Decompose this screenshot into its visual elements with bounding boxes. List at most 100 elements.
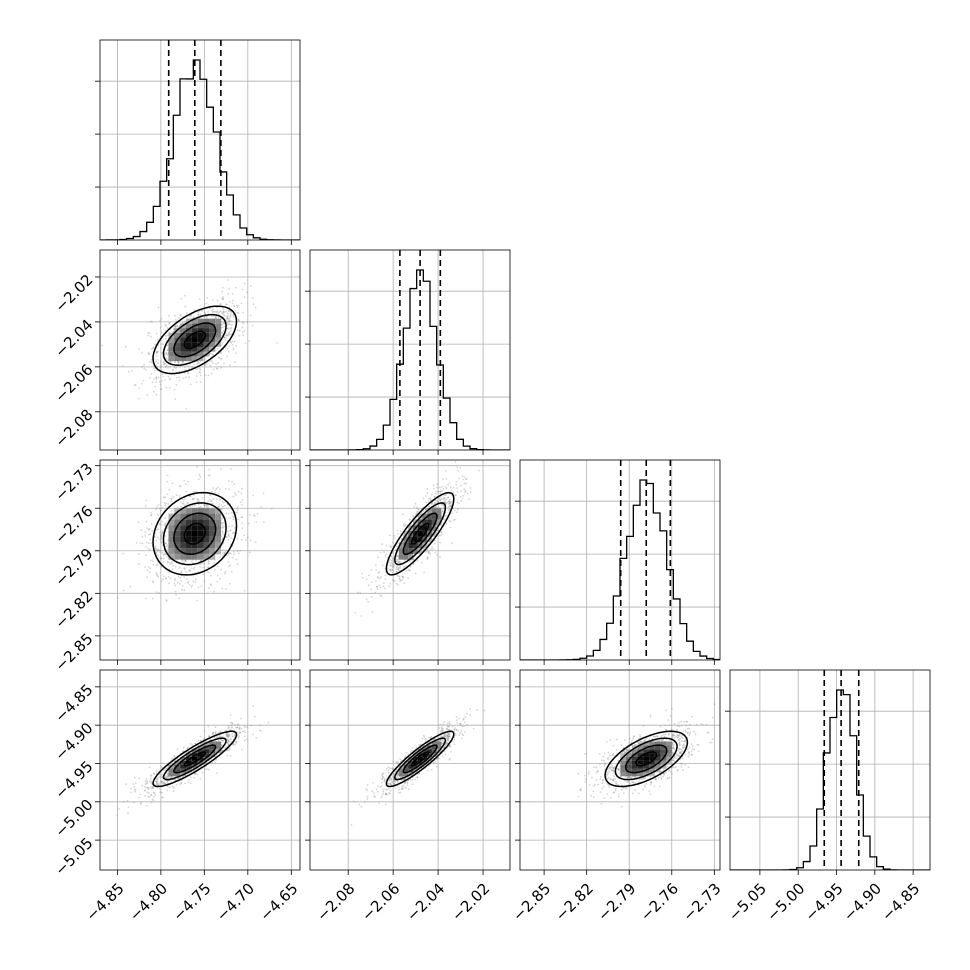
scatter-point [184,782,187,785]
scatter-point [194,581,197,583]
scatter-point [262,521,265,523]
scatter-point [219,730,222,732]
density-cell [403,542,409,549]
scatter-point [170,776,173,778]
scatter-point [382,585,385,588]
scatter-point [231,299,234,302]
scatter-point [159,523,162,526]
scatter-point [431,493,433,496]
scatter-point [212,498,215,500]
scatter-point [155,360,157,363]
scatter-point [412,558,415,560]
scatter-point [172,331,174,334]
scatter-point [151,381,154,384]
scatter-point [222,330,225,333]
density-cell [197,337,204,343]
scatter-point [199,476,202,478]
scatter-point [160,534,162,537]
scatter-point [175,376,178,379]
scatter-point [227,735,230,738]
scatter-point [414,502,417,505]
scatter-point [166,785,169,788]
scatter-point [178,495,181,497]
scatter-point [210,352,213,355]
scatter-point [444,500,446,502]
scatter-point [229,529,232,532]
scatter-point [166,773,169,776]
scatter-point [161,375,164,378]
density-cell [203,318,210,324]
density-cell [203,328,210,333]
scatter-point [230,738,232,740]
scatter-point [235,742,237,745]
scatter-point [225,310,228,313]
scatter-point [227,740,230,742]
scatter-point [139,803,142,805]
scatter-point [251,324,254,327]
density-cell [215,332,222,338]
density-cell [174,772,181,777]
scatter-point [398,577,400,580]
scatter-point [418,508,420,511]
scatter-point [454,518,456,521]
scatter-point [174,325,176,327]
scatter-point [150,785,152,788]
scatter-point [236,726,239,729]
scatter-point [224,570,227,573]
scatter-point [164,379,166,381]
scatter-point [144,786,147,788]
density-cell [180,530,187,537]
scatter-point [391,557,394,560]
scatter-point [241,326,244,329]
scatter-point [229,714,232,716]
scatter-point [211,308,214,311]
scatter-point [214,726,217,728]
scatter-point [153,377,155,380]
scatter-point [160,565,163,568]
scatter-point [161,380,163,382]
scatter-point [226,314,229,317]
scatter-point [448,498,451,501]
scatter-point [206,570,209,573]
density-cell [168,530,175,537]
scatter-point [214,733,217,735]
scatter-point [154,385,156,388]
scatter-point [155,780,158,782]
scatter-point [184,320,186,322]
scatter-point [202,504,205,506]
scatter-point [222,311,225,313]
scatter-point [166,775,169,778]
scatter-point [445,502,447,505]
scatter-point [229,333,232,336]
scatter-point [176,748,179,751]
scatter-point [145,545,148,548]
scatter-point [439,492,442,495]
scatter-point [134,383,137,386]
scatter-point [393,772,396,775]
scatter-point [199,368,202,371]
density-cell [191,764,198,769]
scatter-point [420,561,423,564]
scatter-point [207,560,210,563]
scatter-point [460,730,463,733]
density-cell [197,323,204,329]
scatter-point [252,704,255,707]
scatter-point [144,566,146,568]
scatter-point [166,774,169,777]
scatter-point [228,552,231,555]
scatter-point [145,786,148,789]
scatter-point [227,553,230,555]
scatter-point [376,576,379,579]
scatter-point [461,497,464,500]
scatter-point [182,746,185,749]
scatter-point [152,346,155,349]
scatter-point [460,499,463,502]
scatter-point [216,580,219,583]
scatter-point [389,544,392,547]
scatter-point [226,734,229,737]
scatter-point [218,310,221,313]
scatter-point [198,310,201,313]
scatter-point [235,740,238,743]
histogram-series [310,269,510,450]
scatter-point [229,341,232,344]
